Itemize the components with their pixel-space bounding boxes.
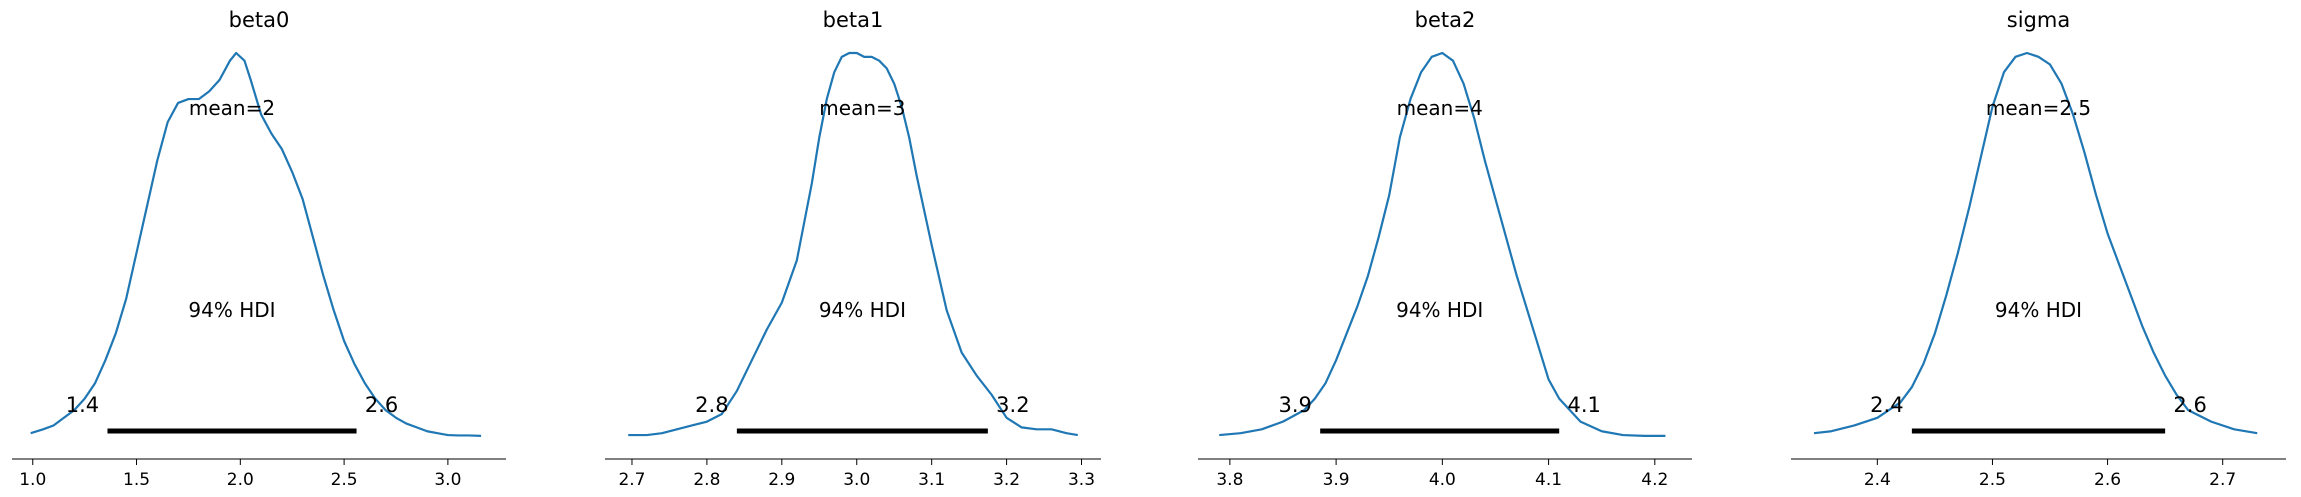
x-tick-label: 3.2 <box>993 470 1020 490</box>
x-tick-label: 3.8 <box>1216 470 1243 490</box>
x-tick-label: 2.0 <box>227 470 254 490</box>
x-tick-label: 2.7 <box>2209 470 2236 490</box>
hdi-label: 94% HDI <box>188 298 275 322</box>
hdi-lower-label: 1.4 <box>66 393 99 417</box>
x-tick-label: 4.1 <box>1535 470 1562 490</box>
x-tick-label: 2.6 <box>2094 470 2121 490</box>
x-tick-label: 3.0 <box>434 470 461 490</box>
x-tick-label: 3.0 <box>843 470 870 490</box>
x-tick-label: 3.9 <box>1323 470 1350 490</box>
x-tick-label: 2.7 <box>618 470 645 490</box>
mean-label: mean=4 <box>1397 96 1483 120</box>
hdi-upper-label: 2.6 <box>2173 393 2206 417</box>
x-tick-label: 4.2 <box>1641 470 1668 490</box>
hdi-label: 94% HDI <box>1995 298 2082 322</box>
x-tick-label: 2.5 <box>1979 470 2006 490</box>
x-tick-label: 3.3 <box>1068 470 1095 490</box>
subplot-title: beta2 <box>1415 8 1476 32</box>
hdi-upper-label: 3.2 <box>996 393 1029 417</box>
hdi-lower-label: 2.4 <box>1870 393 1903 417</box>
hdi-label: 94% HDI <box>1396 298 1483 322</box>
x-tick-label: 2.5 <box>331 470 358 490</box>
mean-label: mean=2 <box>189 96 275 120</box>
density-curve <box>1219 51 1666 437</box>
hdi-upper-label: 2.6 <box>365 393 398 417</box>
subplot-title: beta0 <box>229 8 290 32</box>
x-tick-label: 2.9 <box>768 470 795 490</box>
subplot-beta1: beta1 mean=3 94% HDI 2.8 3.2 2.7 2.8 2.9 3.0 3.1 3… <box>605 8 1101 490</box>
hdi-lower-label: 3.9 <box>1278 393 1311 417</box>
density-curve <box>30 51 482 437</box>
density-curve <box>1813 51 2258 435</box>
mean-label: mean=2.5 <box>1986 96 2091 120</box>
hdi-upper-label: 4.1 <box>1568 393 1601 417</box>
mean-label: mean=3 <box>819 96 905 120</box>
x-tick-label: 2.8 <box>693 470 720 490</box>
x-tick-label: 1.5 <box>123 470 150 490</box>
subplot-title: beta1 <box>823 8 884 32</box>
hdi-lower-label: 2.8 <box>695 393 728 417</box>
x-tick-label: 3.1 <box>918 470 945 490</box>
density-curve <box>628 51 1078 437</box>
x-tick-label: 4.0 <box>1429 470 1456 490</box>
hdi-label: 94% HDI <box>819 298 906 322</box>
subplot-beta0: beta0 mean=2 94% HDI 1.4 2.6 1.0 1.5 2.0 2.5 3.0 <box>12 8 506 490</box>
subplot-title: sigma <box>2007 8 2070 32</box>
x-tick-label: 1.0 <box>19 470 46 490</box>
x-tick-label: 2.4 <box>1864 470 1891 490</box>
subplot-sigma: sigma mean=2.5 94% HDI 2.4 2.6 2.4 2.5 2.6 2.7 <box>1791 8 2286 490</box>
subplot-beta2: beta2 mean=4 94% HDI 3.9 4.1 3.8 3.9 4.0 4.1 4.2 <box>1198 8 1692 490</box>
